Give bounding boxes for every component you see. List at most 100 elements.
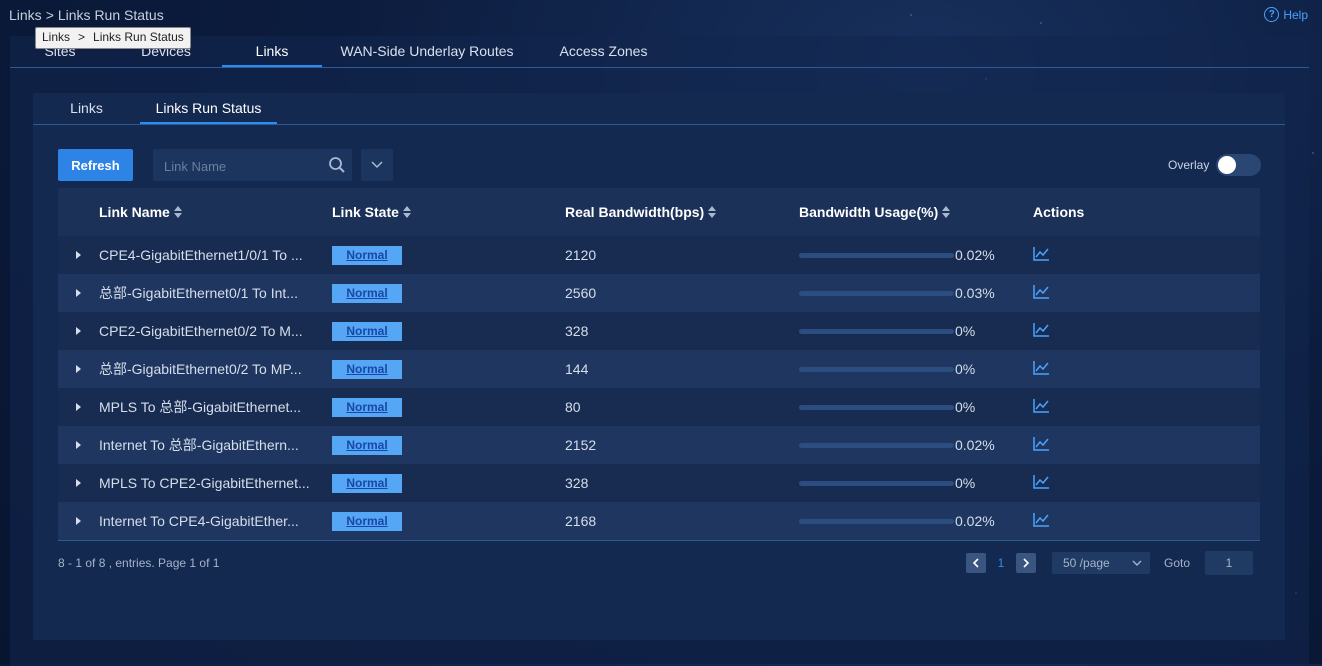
header-real-bandwidth[interactable]: Real Bandwidth(bps): [565, 204, 799, 220]
usage-percent: 0%: [955, 399, 976, 415]
line-chart-icon[interactable]: [1033, 322, 1050, 337]
sort-icon[interactable]: [708, 206, 717, 218]
link-name-cell: Internet To CPE4-GigabitEther...: [99, 513, 299, 529]
link-name-cell: 总部-GigabitEthernet0/2 To MP...: [99, 361, 302, 377]
expand-row-icon[interactable]: [58, 289, 99, 297]
advanced-search-dropdown-button[interactable]: [361, 149, 393, 181]
table-row: MPLS To 总部-GigabitEthernet... Normal 80 …: [58, 388, 1260, 426]
page-size-select[interactable]: 50 /page: [1052, 552, 1150, 574]
header-bandwidth-usage[interactable]: Bandwidth Usage(%): [799, 204, 1033, 220]
usage-bar: [799, 366, 954, 372]
sort-icon[interactable]: [402, 206, 411, 218]
background-star: [910, 14, 912, 16]
pagination: 1 50 /page Goto: [966, 551, 1254, 575]
link-name-cell: CPE2-GigabitEthernet0/2 To M...: [99, 323, 303, 339]
expand-row-icon[interactable]: [58, 327, 99, 335]
usage-percent: 0.02%: [955, 513, 995, 529]
usage-bar: [799, 404, 954, 410]
expand-row-icon[interactable]: [58, 517, 99, 525]
chevron-right-icon: [1023, 558, 1030, 568]
table-header: Link Name Link State Real Bandwidth(bps)…: [58, 188, 1260, 236]
refresh-button[interactable]: Refresh: [58, 149, 133, 181]
table-row: CPE2-GigabitEthernet0/2 To M... Normal 3…: [58, 312, 1260, 350]
header-link-state[interactable]: Link State: [332, 204, 565, 220]
line-chart-icon[interactable]: [1033, 360, 1050, 375]
links-run-status-panel: Links Links Run Status Refresh Overlay L…: [33, 93, 1285, 640]
usage-percent: 0.03%: [955, 285, 995, 301]
link-state-badge[interactable]: Normal: [332, 397, 402, 417]
prev-page-button[interactable]: [966, 553, 986, 573]
link-name-cell: MPLS To CPE2-GigabitEthernet...: [99, 475, 310, 491]
usage-percent: 0%: [955, 323, 976, 339]
real-bandwidth-cell: 328: [565, 323, 589, 339]
line-chart-icon[interactable]: [1033, 512, 1050, 527]
main-panel: Sites Devices Links WAN-Side Underlay Ro…: [10, 36, 1309, 666]
link-state-badge[interactable]: Normal: [332, 359, 402, 379]
table-bottom-border: [58, 540, 1260, 541]
link-name-search-input[interactable]: [153, 149, 331, 183]
tooltip-separator: >: [78, 30, 86, 44]
tooltip-parent: Links: [42, 30, 71, 44]
subtab-links-run-status[interactable]: Links Run Status: [140, 93, 277, 124]
usage-percent: 0%: [955, 361, 976, 377]
sort-icon[interactable]: [942, 206, 951, 218]
real-bandwidth-cell: 2120: [565, 247, 597, 263]
header-link-name[interactable]: Link Name: [99, 204, 332, 220]
link-name-cell: Internet To 总部-GigabitEthern...: [99, 437, 299, 453]
search-icon[interactable]: [328, 156, 346, 174]
tab-links[interactable]: Links: [222, 36, 322, 67]
line-chart-icon[interactable]: [1033, 246, 1050, 261]
sort-icon[interactable]: [173, 206, 182, 218]
expand-row-icon[interactable]: [58, 403, 99, 411]
table-row: 总部-GigabitEthernet0/1 To Int... Normal 2…: [58, 274, 1260, 312]
help-label: Help: [1283, 7, 1308, 22]
chevron-down-icon: [371, 161, 383, 169]
line-chart-icon[interactable]: [1033, 398, 1050, 413]
top-tabs: Sites Devices Links WAN-Side Underlay Ro…: [10, 36, 1309, 68]
goto-page-input[interactable]: [1205, 551, 1254, 575]
usage-bar: [799, 442, 954, 448]
line-chart-icon[interactable]: [1033, 474, 1050, 489]
breadcrumb: Links > Links Run Status: [9, 7, 168, 23]
link-state-badge[interactable]: Normal: [332, 473, 402, 493]
link-state-badge[interactable]: Normal: [332, 321, 402, 341]
page-number[interactable]: 1: [997, 556, 1005, 570]
breadcrumb-parent[interactable]: Links: [9, 7, 42, 23]
overlay-label: Overlay: [1168, 158, 1210, 172]
page-size-value: 50 /page: [1063, 556, 1110, 570]
usage-bar: [799, 252, 954, 258]
search-box: [153, 149, 352, 183]
link-name-cell: 总部-GigabitEthernet0/1 To Int...: [99, 285, 298, 301]
link-state-badge[interactable]: Normal: [332, 245, 402, 265]
breadcrumb-current: Links Run Status: [57, 7, 164, 23]
real-bandwidth-cell: 2560: [565, 285, 597, 301]
header-real-bandwidth-label: Real Bandwidth(bps): [565, 204, 705, 220]
tab-wan-side-underlay-routes[interactable]: WAN-Side Underlay Routes: [340, 43, 514, 59]
link-state-badge[interactable]: Normal: [332, 511, 402, 531]
real-bandwidth-cell: 328: [565, 475, 589, 491]
breadcrumb-separator: >: [45, 7, 54, 23]
header-actions: Actions: [1033, 204, 1085, 220]
background-star: [1312, 152, 1314, 154]
line-chart-icon[interactable]: [1033, 284, 1050, 299]
real-bandwidth-cell: 2152: [565, 437, 597, 453]
expand-row-icon[interactable]: [58, 479, 99, 487]
overlay-toggle[interactable]: [1216, 154, 1261, 176]
expand-row-icon[interactable]: [58, 441, 99, 449]
header-bandwidth-usage-label: Bandwidth Usage(%): [799, 204, 939, 220]
subtab-links[interactable]: Links: [70, 100, 103, 116]
help-link[interactable]: ? Help: [1264, 7, 1308, 22]
next-page-button[interactable]: [1016, 553, 1036, 573]
line-chart-icon[interactable]: [1033, 436, 1050, 451]
usage-percent: 0%: [955, 475, 976, 491]
expand-row-icon[interactable]: [58, 365, 99, 373]
header-link-name-label: Link Name: [99, 204, 170, 220]
usage-bar: [799, 328, 954, 334]
link-state-badge[interactable]: Normal: [332, 283, 402, 303]
link-name-cell: MPLS To 总部-GigabitEthernet...: [99, 399, 302, 415]
link-state-badge[interactable]: Normal: [332, 435, 402, 455]
sub-tabs: Links Links Run Status: [33, 93, 1285, 125]
tab-access-zones[interactable]: Access Zones: [559, 43, 648, 59]
expand-row-icon[interactable]: [58, 251, 99, 259]
chevron-down-icon: [1132, 560, 1142, 566]
